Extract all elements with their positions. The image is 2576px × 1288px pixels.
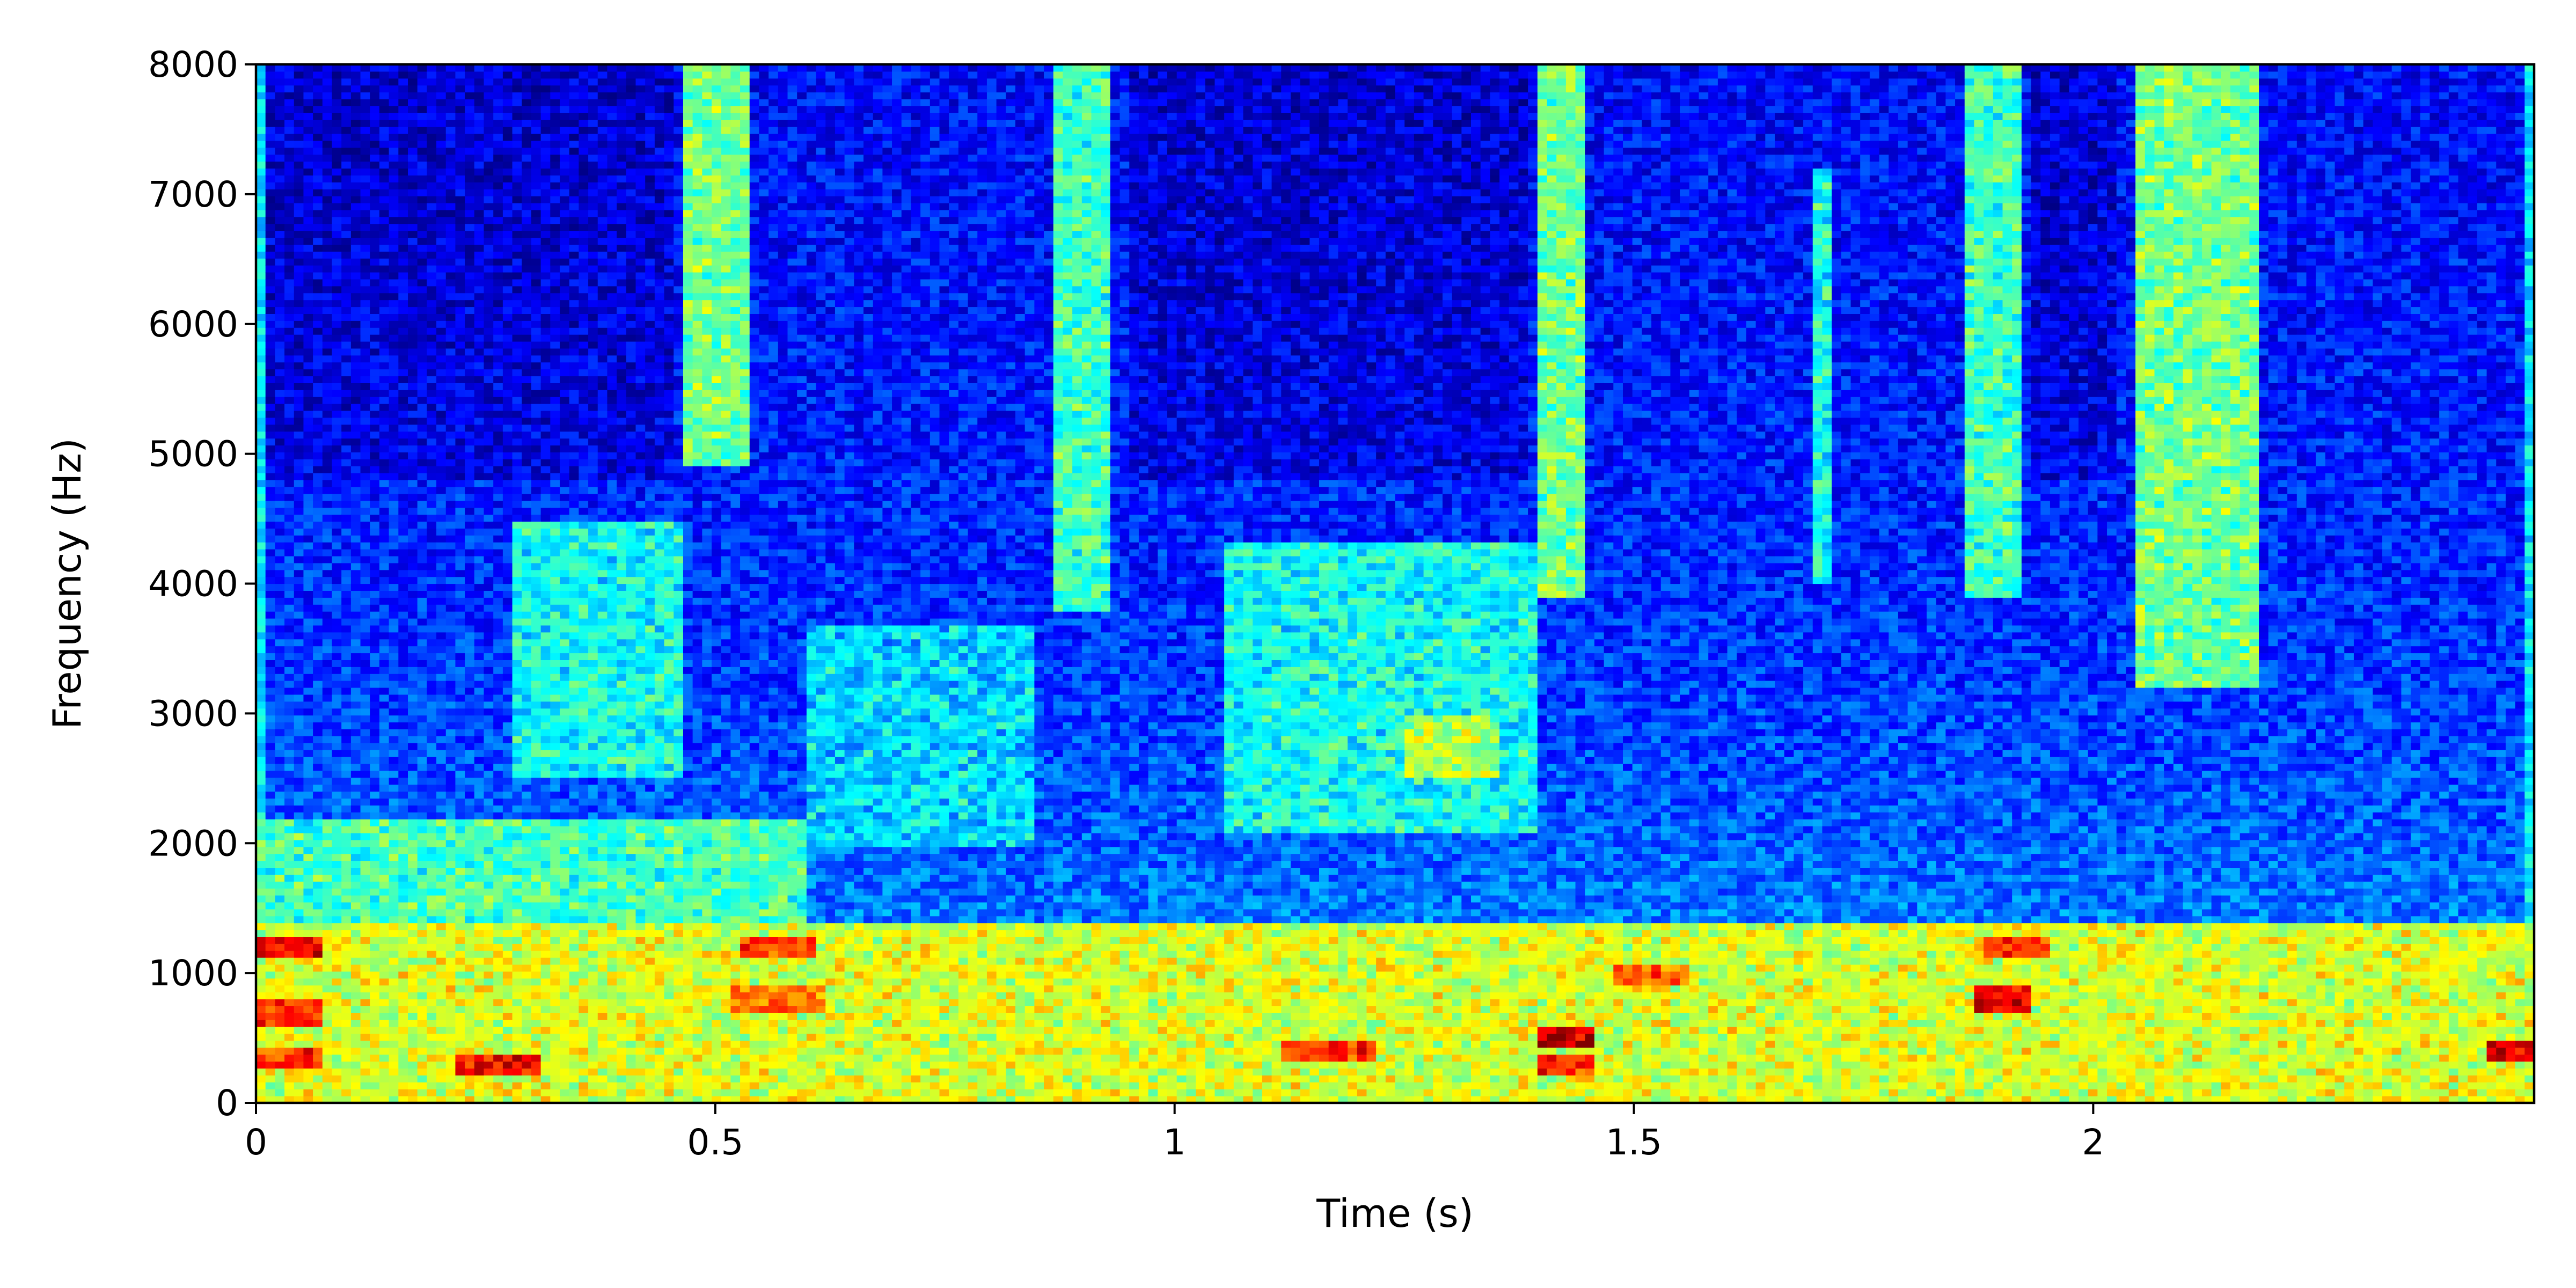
- x-tick-label: 1: [1163, 1122, 1186, 1163]
- x-tick-label: 0: [245, 1122, 267, 1163]
- y-tick-label: 4000: [148, 564, 238, 605]
- y-tick-label: 3000: [148, 693, 238, 734]
- y-tick-label: 7000: [148, 174, 238, 215]
- x-tick-label: 1.5: [1606, 1122, 1662, 1163]
- y-axis: 0 1000 2000 3000 4000 5000 6000 7000 8000: [148, 44, 256, 1124]
- x-tick-label: 2: [2082, 1122, 2104, 1163]
- x-axis-label: Time (s): [1316, 1191, 1474, 1236]
- y-tick-label: 0: [216, 1082, 238, 1124]
- y-axis-label: Frequency (Hz): [45, 438, 90, 729]
- y-tick-label: 2000: [148, 823, 238, 864]
- y-tick-label: 6000: [148, 304, 238, 345]
- x-axis: 0 0.5 1 1.5 2: [245, 1103, 2104, 1163]
- x-tick-label: 0.5: [687, 1122, 743, 1163]
- spectrogram-heatmap: [256, 64, 2535, 1103]
- y-tick-label: 1000: [148, 953, 238, 994]
- y-tick-label: 8000: [148, 44, 238, 85]
- y-tick-label: 5000: [148, 434, 238, 475]
